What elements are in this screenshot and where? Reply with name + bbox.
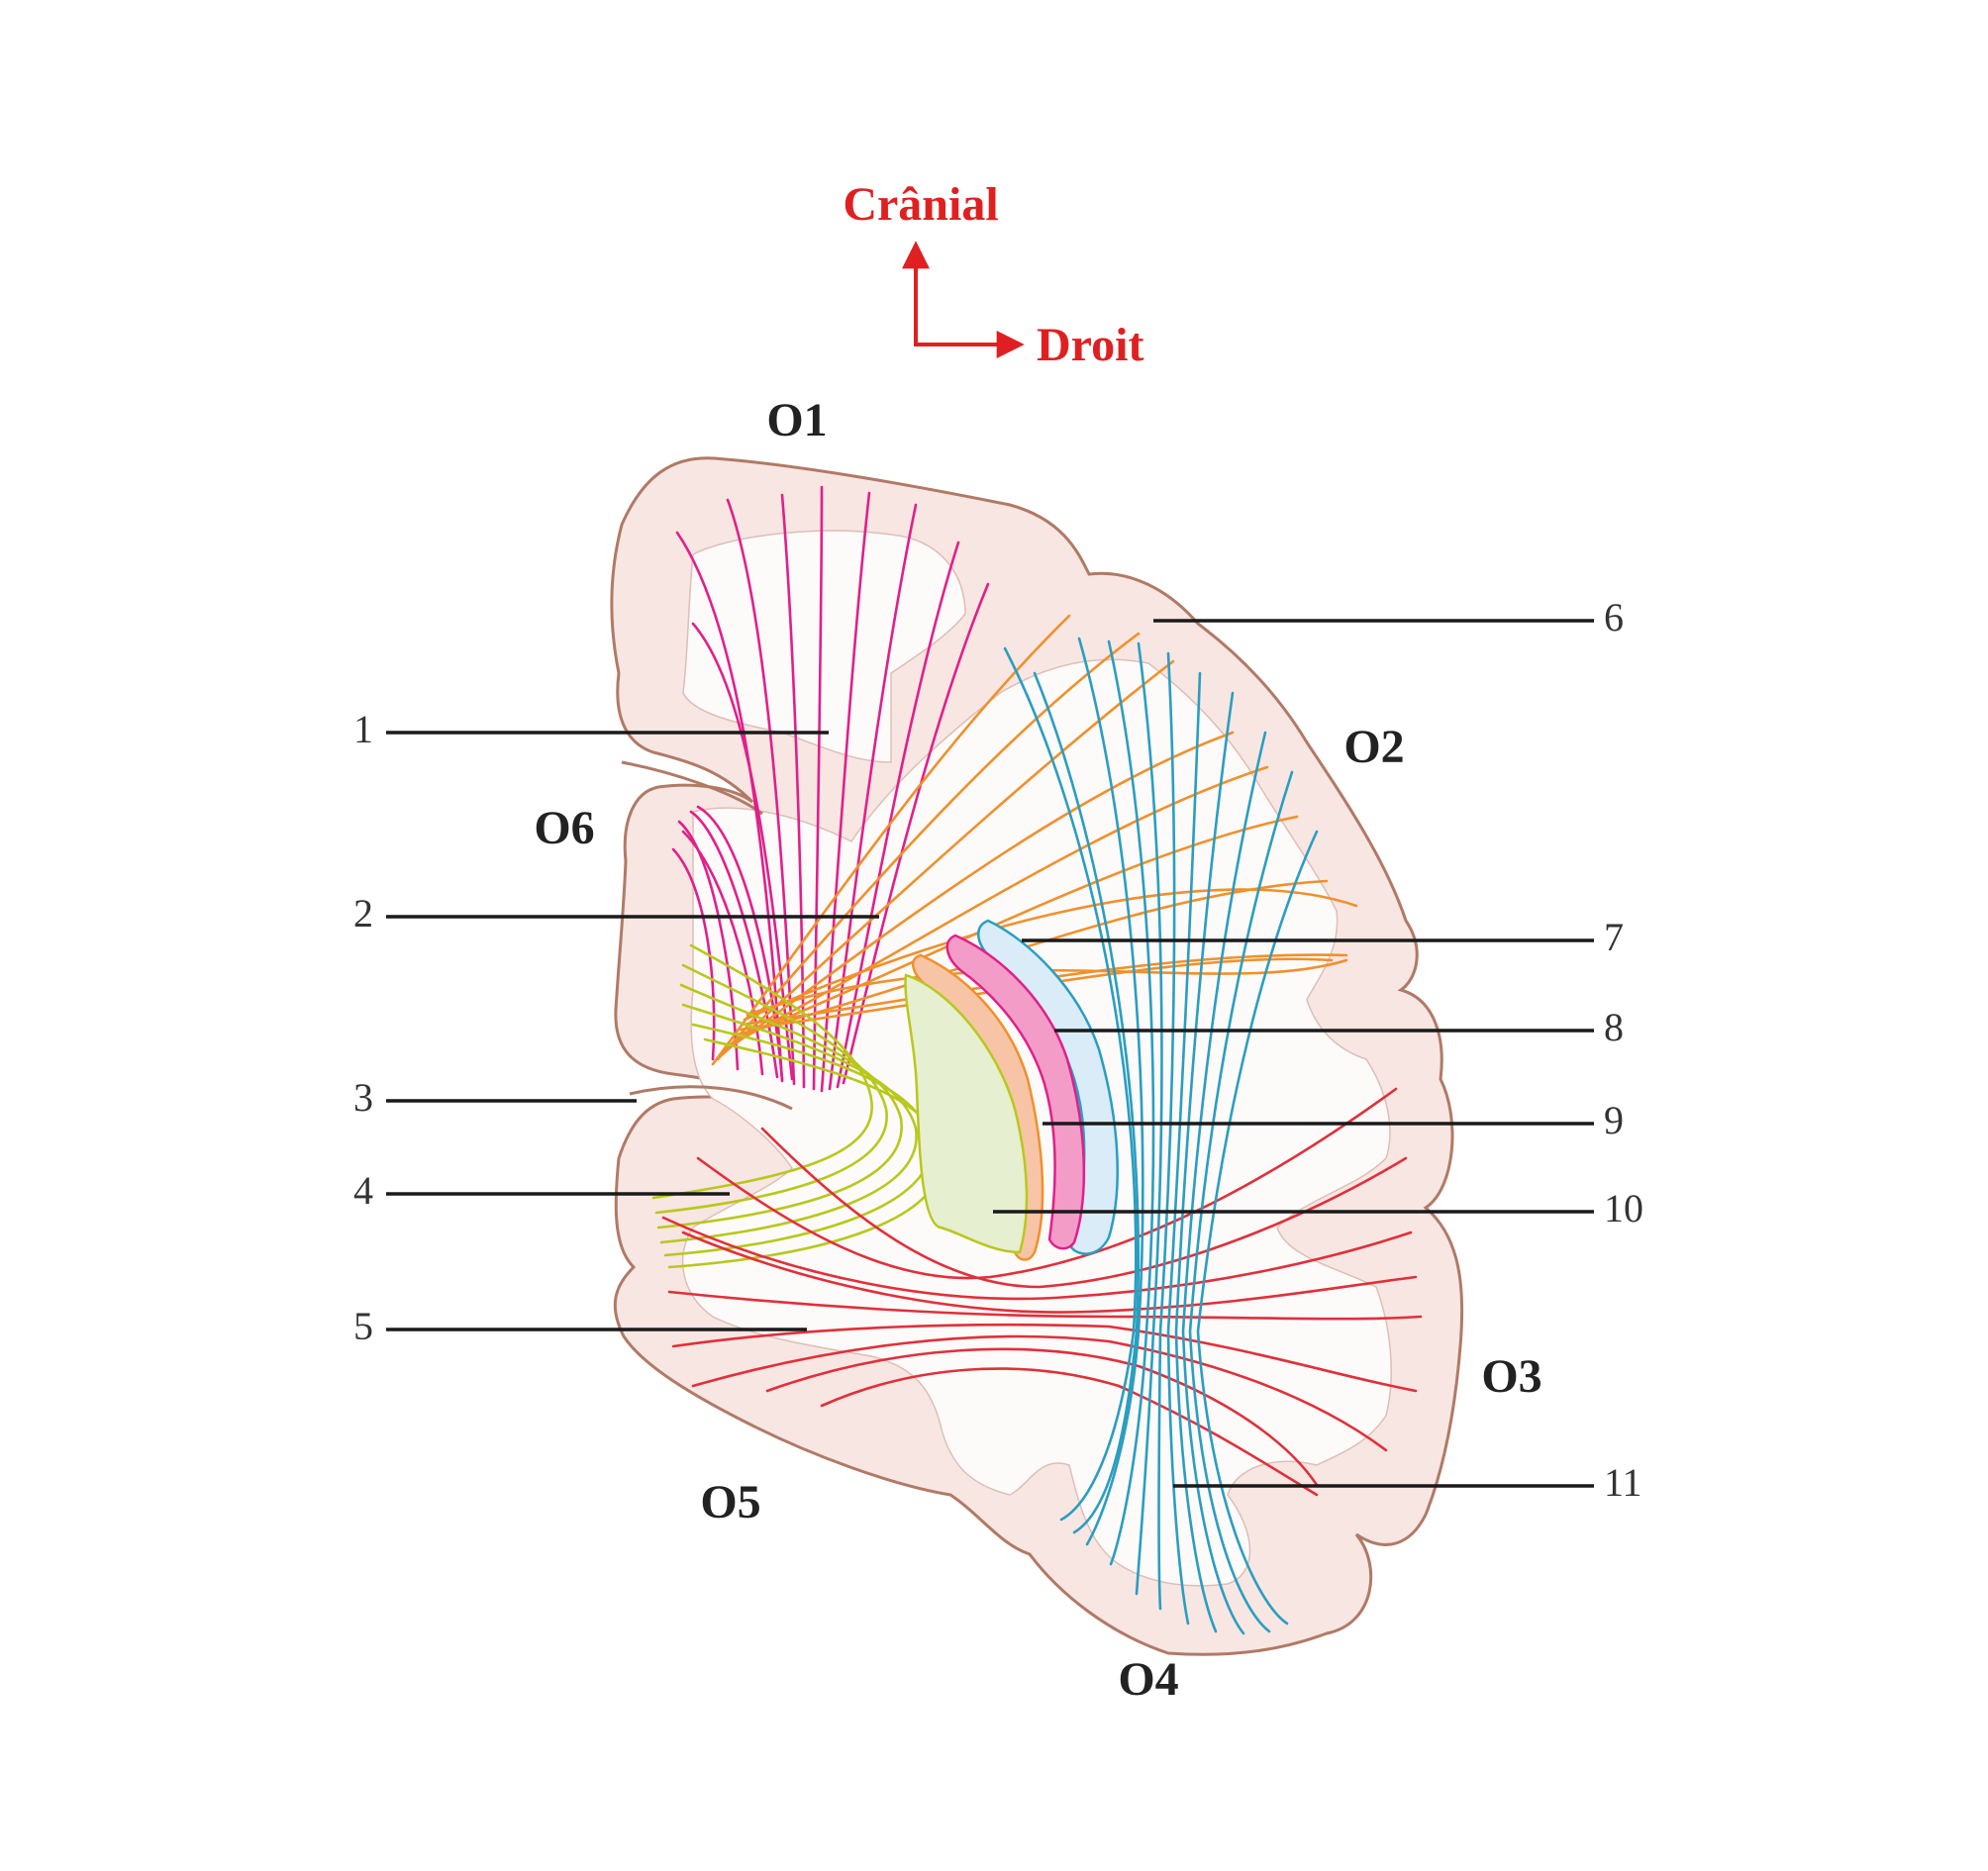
cranial-label: Crânial bbox=[843, 178, 998, 231]
fiber-teal bbox=[1174, 691, 1235, 1633]
region-labels: O1 O2 O3 O4 O5 O6 bbox=[534, 394, 1541, 1706]
region-label-o4: O4 bbox=[1118, 1653, 1178, 1706]
sulcus-upper bbox=[621, 760, 763, 816]
fiber-magenta bbox=[689, 810, 779, 1079]
fiber-teal bbox=[1135, 641, 1163, 1596]
region-label-o6: O6 bbox=[534, 802, 594, 854]
region-label-o2: O2 bbox=[1343, 721, 1404, 773]
fiber-teal bbox=[1033, 671, 1141, 1534]
fiber-teal bbox=[1188, 770, 1294, 1633]
fiber-red bbox=[681, 1231, 1418, 1314]
nuclei bbox=[904, 919, 1119, 1261]
callout-2: 2 bbox=[353, 891, 373, 936]
sulcus-lower bbox=[629, 1085, 793, 1111]
callout-5: 5 bbox=[353, 1304, 373, 1348]
region-label-o5: O5 bbox=[700, 1476, 760, 1528]
fiber-red bbox=[765, 1347, 1319, 1487]
fiber-red bbox=[661, 1216, 1413, 1301]
fiber-red bbox=[691, 1334, 1388, 1452]
fiber-teal bbox=[1181, 731, 1267, 1635]
fiber-magenta bbox=[780, 493, 806, 1089]
callout-7: 7 bbox=[1604, 915, 1624, 959]
fiber-orange bbox=[746, 958, 1348, 1017]
fiber-magenta bbox=[820, 491, 871, 1093]
fiber-magenta bbox=[671, 847, 716, 1061]
fibers-teal bbox=[1003, 637, 1319, 1635]
fiber-orange bbox=[739, 957, 1334, 1032]
fiber-yellowgreen bbox=[659, 1003, 918, 1244]
fiber-teal bbox=[1196, 830, 1319, 1625]
fiber-teal bbox=[1107, 640, 1155, 1566]
nucleus-pink bbox=[945, 934, 1086, 1250]
fiber-red bbox=[696, 1087, 1398, 1280]
fiber-yellowgreen bbox=[654, 963, 888, 1215]
orientation-indicator: Crânial Droit bbox=[843, 178, 1143, 371]
fiber-magenta bbox=[812, 485, 824, 1091]
fiber-teal bbox=[1166, 671, 1202, 1625]
fiber-red bbox=[820, 1367, 1319, 1497]
callout-numbers: 1 2 3 4 5 6 7 8 9 10 11 bbox=[353, 595, 1643, 1505]
callout-4: 4 bbox=[353, 1168, 373, 1213]
region-label-o1: O1 bbox=[766, 394, 827, 446]
fiber-magenta bbox=[726, 498, 796, 1086]
nucleus-green bbox=[904, 973, 1029, 1254]
callout-8: 8 bbox=[1604, 1005, 1624, 1049]
fiber-orange bbox=[716, 632, 1141, 1061]
fiber-magenta bbox=[677, 820, 740, 1071]
callout-11: 11 bbox=[1604, 1460, 1642, 1505]
fiber-teal bbox=[1157, 651, 1176, 1611]
callout-9: 9 bbox=[1604, 1098, 1624, 1142]
callout-6: 6 bbox=[1604, 595, 1624, 640]
gyral-core-top bbox=[682, 530, 966, 763]
fiber-magenta bbox=[691, 622, 794, 1081]
fiber-magenta bbox=[842, 582, 990, 1085]
fiber-teal bbox=[1077, 637, 1144, 1546]
fiber-magenta bbox=[675, 531, 784, 1083]
fiber-yellowgreen bbox=[651, 943, 873, 1200]
callout-3: 3 bbox=[353, 1075, 373, 1120]
fiber-red bbox=[667, 1290, 1423, 1321]
right-label: Droit bbox=[1037, 319, 1143, 371]
fiber-orange bbox=[721, 659, 1175, 1056]
region-label-o3: O3 bbox=[1481, 1350, 1541, 1403]
leader-lines bbox=[386, 619, 1594, 1488]
fiber-red bbox=[671, 1323, 1418, 1393]
fiber-orange bbox=[733, 815, 1299, 1041]
fiber-teal bbox=[1003, 646, 1138, 1522]
callout-10: 10 bbox=[1604, 1186, 1643, 1231]
callout-1: 1 bbox=[353, 707, 373, 751]
